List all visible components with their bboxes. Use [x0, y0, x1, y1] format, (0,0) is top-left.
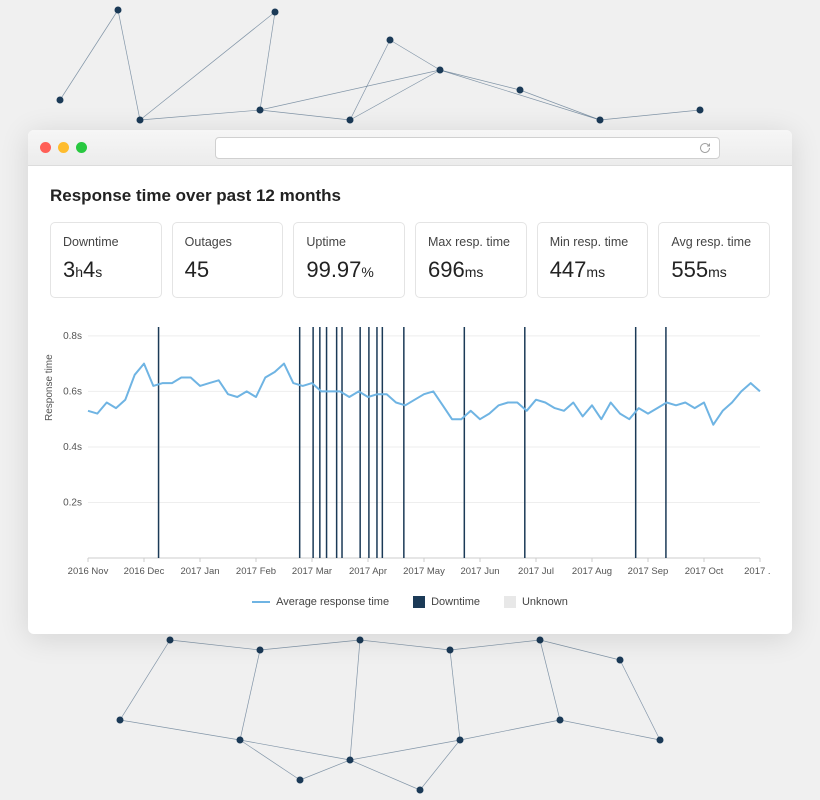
legend-item: Unknown: [504, 596, 568, 608]
svg-text:2017 Jul: 2017 Jul: [518, 566, 554, 577]
legend-label: Unknown: [522, 596, 568, 608]
page-title: Response time over past 12 months: [50, 186, 770, 206]
svg-text:2017 Aug: 2017 Aug: [572, 566, 612, 577]
metric-label: Downtime: [63, 235, 153, 249]
metric-label: Min resp. time: [550, 235, 640, 249]
close-button[interactable]: [40, 142, 51, 153]
metric-value: 696ms: [428, 257, 518, 283]
svg-text:2016 Dec: 2016 Dec: [124, 566, 165, 577]
metric-value: 99.97%: [306, 257, 396, 283]
svg-text:2017 ...: 2017 ...: [744, 566, 770, 577]
metric-value: 447ms: [550, 257, 640, 283]
metric-card: Downtime 3h4s: [50, 222, 162, 298]
svg-text:2017 Feb: 2017 Feb: [236, 566, 276, 577]
svg-text:0.6s: 0.6s: [63, 386, 82, 397]
metric-value: 3h4s: [63, 257, 153, 283]
browser-window: Response time over past 12 months Downti…: [28, 130, 792, 634]
svg-text:0.4s: 0.4s: [63, 442, 82, 453]
svg-text:2017 May: 2017 May: [403, 566, 445, 577]
metric-label: Uptime: [306, 235, 396, 249]
window-titlebar: [28, 130, 792, 166]
metric-card: Outages 45: [172, 222, 284, 298]
svg-text:2016 Nov: 2016 Nov: [68, 566, 109, 577]
metric-card: Uptime 99.97%: [293, 222, 405, 298]
metric-card: Avg resp. time 555ms: [658, 222, 770, 298]
maximize-button[interactable]: [76, 142, 87, 153]
svg-text:2017 Apr: 2017 Apr: [349, 566, 387, 577]
minimize-button[interactable]: [58, 142, 69, 153]
metric-label: Outages: [185, 235, 275, 249]
reload-icon[interactable]: [699, 142, 711, 154]
window-controls: [40, 142, 87, 153]
page-content: Response time over past 12 months Downti…: [28, 166, 792, 634]
svg-text:2017 Jun: 2017 Jun: [460, 566, 499, 577]
metric-label: Max resp. time: [428, 235, 518, 249]
svg-text:0.8s: 0.8s: [63, 331, 82, 342]
metrics-row: Downtime 3h4s Outages 45 Uptime 99.97% Max res…: [50, 222, 770, 298]
svg-text:2017 Jan: 2017 Jan: [180, 566, 219, 577]
svg-text:2017 Oct: 2017 Oct: [685, 566, 724, 577]
y-axis-label: Response time: [44, 354, 55, 421]
metric-value: 555ms: [671, 257, 761, 283]
svg-text:2017 Sep: 2017 Sep: [628, 566, 669, 577]
address-bar[interactable]: [215, 137, 720, 159]
legend-swatch: [504, 596, 516, 608]
metric-label: Avg resp. time: [671, 235, 761, 249]
svg-text:0.2s: 0.2s: [63, 497, 82, 508]
metric-card: Min resp. time 447ms: [537, 222, 649, 298]
legend-swatch: [252, 601, 270, 603]
legend-item: Average response time: [252, 596, 389, 608]
legend-label: Average response time: [276, 596, 389, 608]
chart-legend: Average response time Downtime Unknown: [50, 586, 770, 624]
legend-swatch: [413, 596, 425, 608]
response-time-chart: Response time 0.8s0.6s0.4s0.2s2016 Nov20…: [50, 316, 770, 586]
chart-svg: 0.8s 0.6s 0.4s 0.2s 2016 Nov 2016 Dec 2017 Jan…: [50, 316, 770, 586]
metric-card: Max resp. time 696ms: [415, 222, 527, 298]
metric-value: 45: [185, 257, 275, 283]
legend-item: Downtime: [413, 596, 480, 608]
legend-label: Downtime: [431, 596, 480, 608]
svg-text:2017 Mar: 2017 Mar: [292, 566, 332, 577]
